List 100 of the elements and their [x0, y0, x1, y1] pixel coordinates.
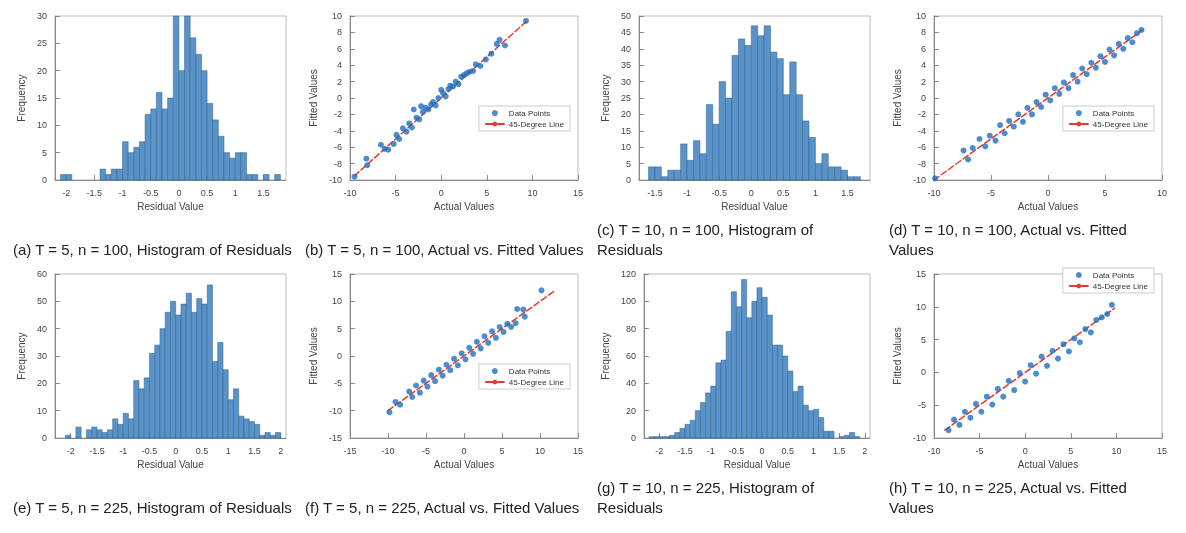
y-tick-label: 10	[915, 301, 926, 312]
point	[1027, 362, 1034, 369]
y-tick-label: 20	[620, 109, 631, 120]
y-tick-label: 45	[620, 27, 631, 38]
point	[442, 93, 449, 100]
point	[1082, 326, 1089, 333]
point	[485, 339, 492, 346]
x-tick-label: 0.5	[781, 445, 795, 456]
point	[1079, 65, 1086, 72]
point	[512, 320, 519, 327]
y-tick-label: 0	[336, 93, 342, 103]
y-tick-label: 0	[920, 93, 926, 103]
text: (h) T = 10, n = 225, Actual vs. Fitted Values	[889, 478, 1132, 516]
x-tick-label: 1.5	[841, 187, 854, 198]
y-tick-label: 8	[920, 27, 926, 38]
point	[1124, 35, 1131, 42]
point	[447, 367, 454, 374]
x-tick-label: 1	[225, 445, 231, 456]
y-tick-label: 40	[36, 323, 47, 334]
point	[1120, 45, 1127, 52]
point	[1005, 377, 1012, 384]
point	[403, 128, 410, 135]
point	[435, 366, 442, 373]
point	[1129, 39, 1136, 46]
point	[1133, 30, 1140, 37]
point	[1097, 53, 1104, 60]
x-tick-label: 0.5	[777, 187, 790, 198]
point	[439, 372, 446, 379]
y-tick-label: 60	[36, 269, 47, 279]
point	[1055, 355, 1061, 362]
x-axis-title: Residual Value	[721, 201, 789, 213]
point	[496, 36, 503, 43]
point	[956, 421, 963, 428]
y-tick-label: -5	[333, 378, 342, 389]
x-tick-label: 2	[862, 445, 868, 456]
point	[538, 287, 545, 294]
point	[1022, 378, 1029, 385]
y-tick-label: 10	[36, 405, 47, 416]
x-tick-label: -5	[391, 187, 400, 198]
point	[1060, 79, 1067, 86]
y-tick-label: 10	[620, 142, 631, 153]
x-tick-label: -1	[118, 187, 127, 198]
point	[976, 136, 983, 142]
y-tick-label: 0	[41, 433, 47, 443]
point	[1108, 301, 1115, 308]
x-tick-label: -1	[706, 445, 715, 456]
x-tick-label: -2	[62, 187, 71, 198]
legend-label: 45-Degree Line	[1092, 281, 1149, 291]
point	[377, 141, 384, 148]
point	[419, 108, 426, 115]
x-tick-label: 0	[748, 187, 754, 198]
point	[969, 145, 976, 152]
y-tick-label: 25	[36, 38, 47, 49]
y-tick-label: -4	[333, 125, 342, 136]
point	[409, 394, 416, 400]
point	[473, 338, 480, 345]
y-axis-title: Fitted Values	[307, 327, 319, 385]
y-tick-label: 30	[620, 76, 631, 87]
y-tick-label: 10	[331, 11, 342, 21]
point	[508, 324, 515, 331]
y-tick-label: 10	[915, 11, 926, 21]
point	[1033, 370, 1040, 377]
x-tick-label: 10	[534, 445, 545, 456]
y-tick-label: 8	[336, 27, 342, 38]
point	[1074, 78, 1081, 85]
y-tick-label: 0	[625, 175, 631, 185]
point	[408, 124, 415, 131]
text: (e) T = 5, n = 225, Histogram of Residuals	[13, 498, 292, 516]
point	[967, 414, 974, 421]
y-tick-label: 6	[336, 43, 342, 54]
point	[470, 67, 477, 74]
point	[443, 361, 450, 368]
x-tick-label: 1.5	[257, 187, 270, 198]
point	[986, 132, 993, 139]
point	[406, 120, 413, 127]
y-tick-label: 10	[36, 120, 47, 131]
point	[1001, 130, 1008, 137]
point	[1098, 314, 1105, 321]
point	[950, 416, 957, 423]
x-tick-label: -0.5	[728, 445, 745, 456]
text: (g) T = 10, n = 225, Histogram of Residuals	[597, 478, 819, 516]
y-tick-label: 20	[625, 405, 636, 416]
x-tick-label: 15	[572, 445, 584, 456]
x-tick-label: -2	[655, 445, 664, 456]
y-tick-label: 25	[620, 93, 631, 103]
y-tick-label: 4	[336, 60, 342, 71]
x-tick-label: 1	[810, 445, 816, 456]
point	[1028, 111, 1035, 118]
y-tick-label: 80	[625, 323, 636, 334]
legend-label: Data Points	[1092, 270, 1135, 280]
point	[397, 401, 404, 408]
point	[1006, 117, 1013, 124]
x-tick-label: 0	[1045, 187, 1051, 198]
x-tick-label: -10	[381, 445, 395, 456]
x-tick-label: 0.5	[200, 187, 214, 198]
legend-label: 45-Degree Line	[1092, 119, 1149, 129]
y-tick-label: 40	[625, 378, 636, 389]
legend-label: 45-Degree Line	[508, 119, 565, 129]
point	[965, 156, 972, 163]
point	[1092, 64, 1099, 71]
